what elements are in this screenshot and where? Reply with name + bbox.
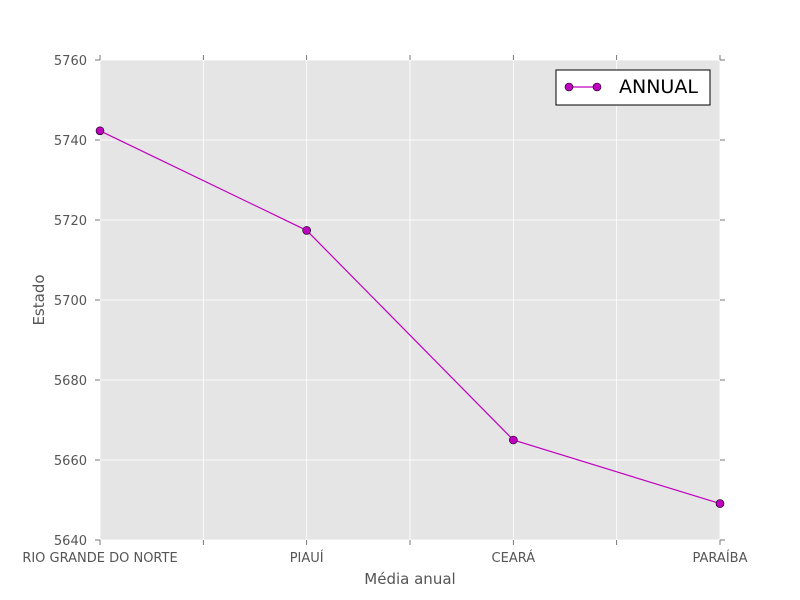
x-tick-label: RIO GRANDE DO NORTE (22, 551, 177, 566)
y-tick-label: 5760 (54, 54, 87, 69)
legend-marker-left (564, 82, 574, 92)
legend-label-annual: ANNUAL (619, 76, 698, 98)
x-tick-label: CEARÁ (492, 550, 536, 566)
y-tick-label: 5740 (54, 134, 87, 149)
tick-labels: 5640 5660 5680 5700 5720 5740 5760 RIO GRANDE D… (22, 54, 747, 566)
data-point (509, 435, 518, 445)
y-tick-label: 5680 (54, 374, 87, 389)
legend: ANNUAL (555, 69, 711, 106)
data-point (302, 226, 311, 235)
y-tick-label: 5640 (54, 534, 87, 549)
x-tick-label: PARAÍBA (693, 550, 748, 566)
legend-marker-right (592, 82, 602, 92)
y-tick-label: 5700 (54, 294, 87, 309)
y-axis-label: Estado (30, 274, 48, 325)
data-point (715, 499, 725, 508)
data-point (95, 126, 105, 136)
series-line (99, 130, 721, 505)
x-axis-label: Média anual (364, 570, 455, 588)
y-tick-label: 5720 (54, 214, 87, 229)
y-tick-label: 5660 (54, 454, 87, 469)
axis-ticks (95, 55, 725, 545)
series-layer (95, 126, 725, 508)
x-tick-label: PIAUÍ (290, 550, 324, 566)
